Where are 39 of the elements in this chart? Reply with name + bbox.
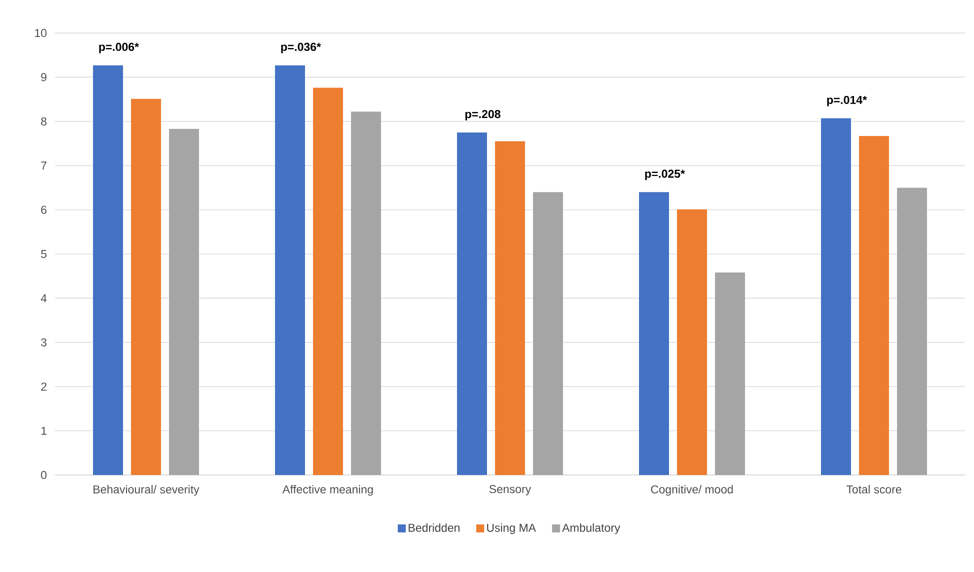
y-tick-label: 10 xyxy=(35,28,47,38)
bar xyxy=(313,88,344,475)
annotation: p=.025* xyxy=(645,170,685,180)
bar xyxy=(859,136,889,475)
annotation: p=.036* xyxy=(281,42,321,54)
bar xyxy=(93,65,124,475)
legend-label: Bedridden xyxy=(408,523,460,532)
y-tick-label: 4 xyxy=(40,294,47,302)
annotation: p=.014* xyxy=(827,96,867,106)
y-tick-label: 5 xyxy=(41,250,46,258)
bar xyxy=(533,192,564,475)
x-tick-label: Sensory xyxy=(489,485,532,496)
bar xyxy=(275,65,306,475)
y-tick-label: 0 xyxy=(41,470,47,480)
bar xyxy=(131,98,162,475)
annotation: p=.006* xyxy=(99,42,139,54)
bar xyxy=(495,141,526,475)
legend-label: Ambulatory xyxy=(562,523,620,534)
bar xyxy=(897,188,927,475)
x-tick-label: Affective meaning xyxy=(282,485,373,496)
bar xyxy=(169,128,200,475)
x-tick-label: Cognitive/ mood xyxy=(651,485,733,496)
y-tick-label: 6 xyxy=(41,206,46,214)
bar xyxy=(715,272,745,475)
legend-label: Using MA xyxy=(487,523,536,534)
y-tick-label: 2 xyxy=(41,382,46,391)
x-tick-label: Behavioural/ severity xyxy=(94,485,200,496)
y-tick-label: 1 xyxy=(41,426,46,435)
y-tick-label: 3 xyxy=(41,338,46,346)
annotation: p=.208 xyxy=(465,110,500,120)
bar xyxy=(677,209,707,475)
y-tick-label: 7 xyxy=(41,162,46,170)
y-tick-label: 9 xyxy=(41,73,46,82)
bar xyxy=(639,192,670,475)
y-tick-label: 8 xyxy=(41,117,46,126)
bar xyxy=(457,132,488,475)
x-tick-label: Total score xyxy=(846,485,902,494)
bar xyxy=(351,112,382,475)
bar xyxy=(821,118,851,475)
